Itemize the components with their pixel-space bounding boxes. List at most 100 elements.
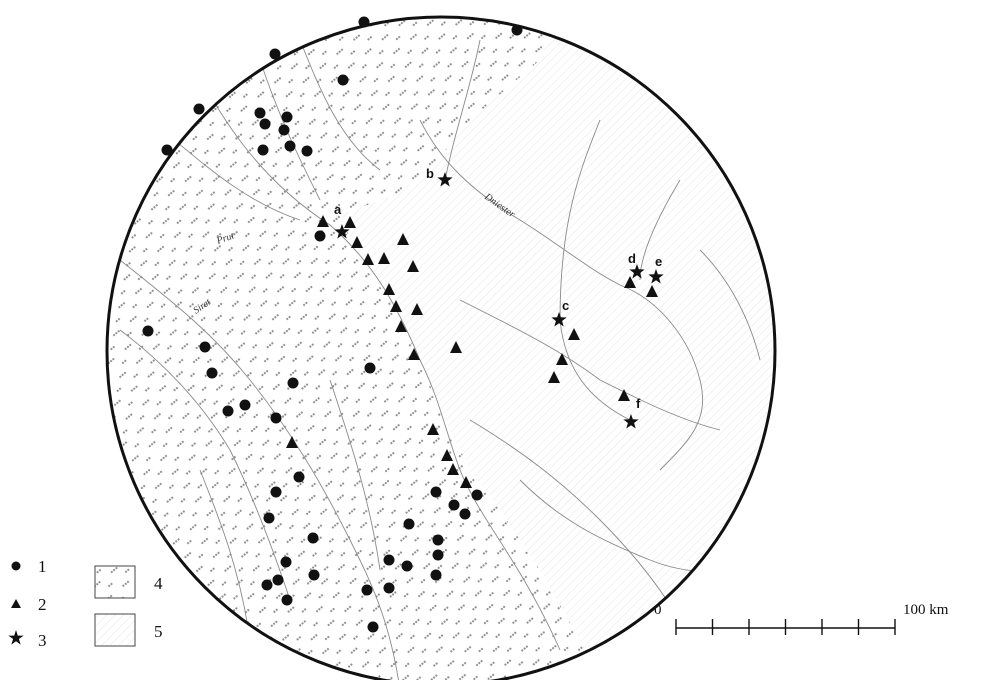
site-circle-marker [270, 412, 282, 424]
tributary [639, 179, 681, 281]
site-circle-marker [269, 48, 281, 60]
site-star-marker [334, 224, 350, 239]
site-circle-marker [367, 621, 379, 633]
site-triangle-marker [378, 252, 390, 264]
tributary [444, 39, 481, 181]
star-markers [334, 172, 664, 429]
tributary [259, 59, 321, 201]
tributary [119, 329, 291, 601]
site-triangle-marker [286, 436, 298, 448]
site-triangle-marker [624, 276, 636, 288]
site-label-a: a [334, 202, 342, 217]
map-boundary [105, 15, 777, 680]
site-circle-marker [308, 569, 320, 581]
legend-label-3: 3 [38, 631, 47, 650]
site-circle-marker [161, 144, 173, 156]
site-triangle-marker [548, 371, 560, 383]
site-triangle-marker [556, 353, 568, 365]
site-circle-marker [432, 549, 444, 561]
site-circle-marker [314, 230, 326, 242]
site-circle-marker [383, 554, 395, 566]
site-circle-marker [511, 24, 523, 36]
map-circle [107, 17, 775, 680]
site-triangle-marker [395, 320, 407, 332]
site-triangle-marker [407, 260, 419, 272]
legend-circle-icon [11, 561, 21, 571]
site-circle-marker [193, 103, 205, 115]
site-circle-marker [430, 569, 442, 581]
prut-river [179, 39, 561, 651]
scale-bar: 0 100 km [654, 602, 949, 635]
site-triangle-marker [390, 300, 402, 312]
site-label-b: b [426, 166, 434, 181]
site-triangle-marker [344, 216, 356, 228]
legend-hatched-box-icon [94, 565, 136, 599]
site-label-e: e [655, 254, 662, 269]
circle-markers [142, 16, 523, 633]
site-circle-marker [281, 594, 293, 606]
site-circle-marker [337, 74, 349, 86]
site-triangle-marker [408, 348, 420, 360]
tributary [299, 39, 381, 171]
site-star-marker [629, 264, 645, 279]
site-circle-marker [307, 532, 319, 544]
site-star-marker [623, 414, 639, 429]
site-label-c: c [562, 298, 569, 313]
legend-plain-box-icon [94, 613, 136, 647]
site-triangle-marker [411, 303, 423, 315]
site-circle-marker [278, 124, 290, 136]
site-circle-marker [432, 534, 444, 546]
site-triangle-marker [351, 236, 363, 248]
site-circle-marker [459, 508, 471, 520]
scale-start-label: 0 [654, 602, 662, 618]
site-circle-marker [280, 556, 292, 568]
rivers [119, 39, 771, 680]
legend: 1 2 3 4 5 [8, 557, 163, 650]
dniester-river [419, 119, 704, 471]
site-circle-marker [281, 111, 293, 123]
site-triangle-marker [317, 215, 329, 227]
legend-star-icon [8, 630, 24, 645]
site-circle-marker [206, 367, 218, 379]
site-label-d: d [628, 251, 636, 266]
legend-label-1: 1 [38, 557, 47, 576]
site-triangle-marker [427, 423, 439, 435]
triangle-markers [286, 215, 658, 488]
site-circle-marker [259, 118, 271, 130]
site-triangle-marker [447, 463, 459, 475]
site-star-marker [648, 269, 664, 284]
site-circle-marker [401, 560, 413, 572]
tributary [559, 119, 631, 421]
site-circle-marker [448, 499, 460, 511]
site-circle-marker [293, 471, 305, 483]
site-star-marker [437, 172, 453, 187]
site-triangle-marker [441, 449, 453, 461]
site-triangle-marker [450, 341, 462, 353]
site-circle-marker [254, 107, 266, 119]
legend-label-5: 5 [154, 622, 163, 641]
site-circle-marker [301, 145, 313, 157]
site-circle-marker [270, 486, 282, 498]
tributary [699, 249, 761, 361]
site-circle-marker [142, 325, 154, 337]
site-triangle-marker [383, 283, 395, 295]
site-circle-marker [284, 140, 296, 152]
site-circle-marker [358, 16, 370, 28]
siret-river [119, 259, 401, 680]
scale-ticks [675, 619, 896, 635]
site-label-f: f [636, 396, 641, 411]
site-circle-marker [263, 512, 275, 524]
legend-triangle-icon [11, 599, 21, 608]
site-circle-marker [272, 574, 284, 586]
site-triangle-marker [646, 285, 658, 297]
legend-label-4: 4 [154, 574, 163, 593]
site-circle-marker [239, 399, 251, 411]
site-circle-marker [361, 584, 373, 596]
site-circle-marker [261, 579, 273, 591]
site-circle-marker [430, 486, 442, 498]
site-triangle-marker [568, 328, 580, 340]
site-triangle-marker [362, 253, 374, 265]
tributary [199, 469, 251, 641]
site-star-marker [551, 312, 567, 327]
